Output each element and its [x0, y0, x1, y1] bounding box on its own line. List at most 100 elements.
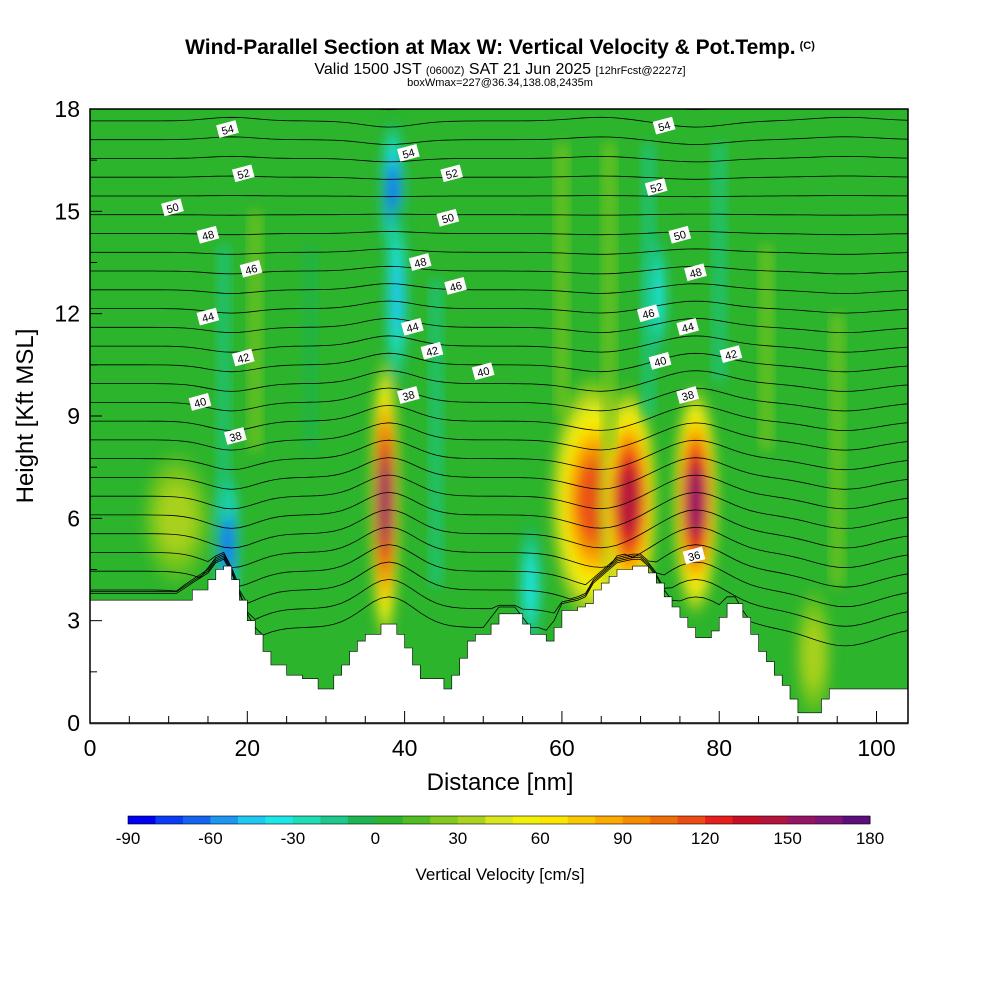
contour-label-5: 40	[471, 362, 495, 381]
colorbar-swatch-7	[320, 816, 349, 824]
contour-label-text-15: 46	[641, 307, 656, 322]
theta-contour-42	[90, 387, 908, 412]
colorbar-tick-label-6: 90	[613, 829, 632, 848]
theta-contour-41	[90, 404, 908, 431]
contour-label-1: 38	[224, 427, 247, 445]
colorbar-swatch-19	[650, 816, 679, 824]
contour-label-text-16: 48	[201, 229, 216, 244]
copyright-mark: (C)	[799, 40, 815, 52]
contour-label-text-11: 44	[405, 321, 420, 336]
colorbar-swatch-0	[128, 816, 156, 824]
box-info-line: boxWmax=227@36.34,138.08,2435m	[407, 77, 593, 89]
contour-label-27: 54	[652, 116, 676, 135]
contour-label-text-23: 52	[445, 167, 460, 182]
contour-label-text-6: 40	[653, 355, 668, 370]
colorbar-tick-label-8: 150	[773, 829, 801, 848]
y-tick-label-3: 9	[67, 403, 80, 429]
colorbar-swatch-10	[402, 816, 431, 824]
colorbar-swatch-23	[760, 816, 789, 824]
contour-label-21: 50	[668, 225, 692, 244]
w-feature-6-level-11	[579, 464, 608, 538]
terrain-mask	[89, 565, 909, 725]
colorbar-swatch-3	[210, 816, 239, 824]
w-feature-8-level-15	[687, 469, 704, 534]
w-plume-7	[712, 143, 727, 382]
contour-label-text-2: 38	[401, 389, 416, 404]
x-tick-label-1: 20	[235, 735, 261, 761]
theta-contour-49	[90, 265, 908, 275]
colorbar-swatch-8	[347, 816, 376, 824]
theta-contour-35	[90, 509, 908, 549]
y-tick-label-0: 0	[67, 710, 80, 736]
w-feature-7-level-14	[619, 469, 639, 534]
contour-label-0: 36	[682, 546, 706, 565]
contour-label-2: 38	[397, 386, 420, 404]
colorbar-swatch-26	[842, 816, 871, 824]
w-plume-0	[216, 245, 231, 519]
contour-labels: 36 38 38 38 40 40 40 42 42 42 44 44 44 46 46 46 48 48 48 50…	[161, 116, 743, 565]
colorbar-swatch-9	[375, 816, 404, 824]
theta-contour-47	[90, 300, 908, 314]
contour-label-text-7: 42	[236, 352, 251, 367]
colorbar-swatch-12	[457, 816, 486, 824]
contour-label-text-8: 42	[425, 345, 440, 360]
colorbar-tick-label-1: -60	[198, 829, 223, 848]
theta-contour-45	[90, 335, 908, 353]
colorbar-tick-label-2: -30	[281, 829, 306, 848]
contour-label-3: 38	[676, 386, 700, 404]
colorbar-tick-label-0: -90	[116, 829, 141, 848]
contour-label-text-20: 50	[441, 212, 456, 227]
colorbar-swatch-5	[265, 816, 294, 824]
contour-label-9: 42	[719, 345, 743, 363]
contour-label-8: 42	[420, 341, 444, 360]
y-tick-label-1: 3	[67, 608, 80, 634]
contour-label-text-25: 54	[220, 123, 235, 138]
contour-label-text-22: 52	[236, 167, 251, 182]
contour-label-text-9: 42	[724, 348, 739, 363]
colorbar-swatch-16	[567, 816, 596, 824]
colorbar-swatch-4	[237, 816, 266, 824]
y-axis-title: Height [Kft MSL]	[12, 329, 39, 504]
theta-contour-48	[90, 283, 908, 294]
w-feature-4-level-4	[524, 557, 537, 616]
contour-label-text-3: 38	[681, 389, 696, 404]
theta-contour-58	[374, 109, 713, 111]
colorbar-frame	[127, 815, 871, 825]
contour-label-26: 54	[397, 143, 420, 162]
theta-contour-34	[90, 526, 908, 569]
theta-contour-44	[90, 352, 908, 373]
colorbar-swatch-14	[512, 816, 541, 824]
colorbar-swatch-24	[787, 816, 816, 824]
theta-contour-54	[90, 175, 908, 180]
contour-label-text-14: 46	[448, 280, 463, 295]
x-tick-label-2: 40	[392, 735, 418, 761]
colorbar-tick-label-5: 60	[531, 829, 550, 848]
contour-label-23: 52	[440, 164, 464, 183]
contour-label-16: 48	[196, 225, 220, 244]
theta-contour-30	[90, 558, 908, 647]
theta-contour-36	[90, 491, 908, 529]
contour-label-12: 44	[676, 317, 700, 336]
contour-label-11: 44	[401, 317, 424, 336]
theta-contour-57	[90, 116, 908, 128]
colorbar-swatch-2	[182, 816, 211, 824]
theta-contour-38	[90, 457, 908, 490]
colorbar-title: Vertical Velocity [cm/s]	[415, 865, 584, 884]
y-tick-label-6: 18	[54, 96, 80, 122]
colorbar-swatch-6	[292, 816, 321, 824]
colorbar-swatch-17	[595, 816, 624, 824]
contour-label-text-26: 54	[401, 147, 416, 162]
contour-label-text-10: 44	[201, 311, 216, 326]
terrain-shape	[89, 565, 909, 725]
theta-contour-53	[90, 195, 908, 198]
theta-contour-46	[90, 317, 908, 334]
contour-label-15: 46	[636, 304, 660, 323]
colorbar-tick-label-3: 0	[371, 829, 380, 848]
contour-label-13: 46	[239, 259, 263, 278]
contour-label-text-5: 40	[476, 365, 491, 380]
contour-label-text-1: 38	[228, 430, 243, 445]
contour-label-text-4: 40	[193, 396, 208, 411]
theta-contour-40	[90, 422, 908, 451]
contour-label-25: 54	[216, 120, 239, 138]
contour-label-22: 52	[231, 164, 255, 183]
